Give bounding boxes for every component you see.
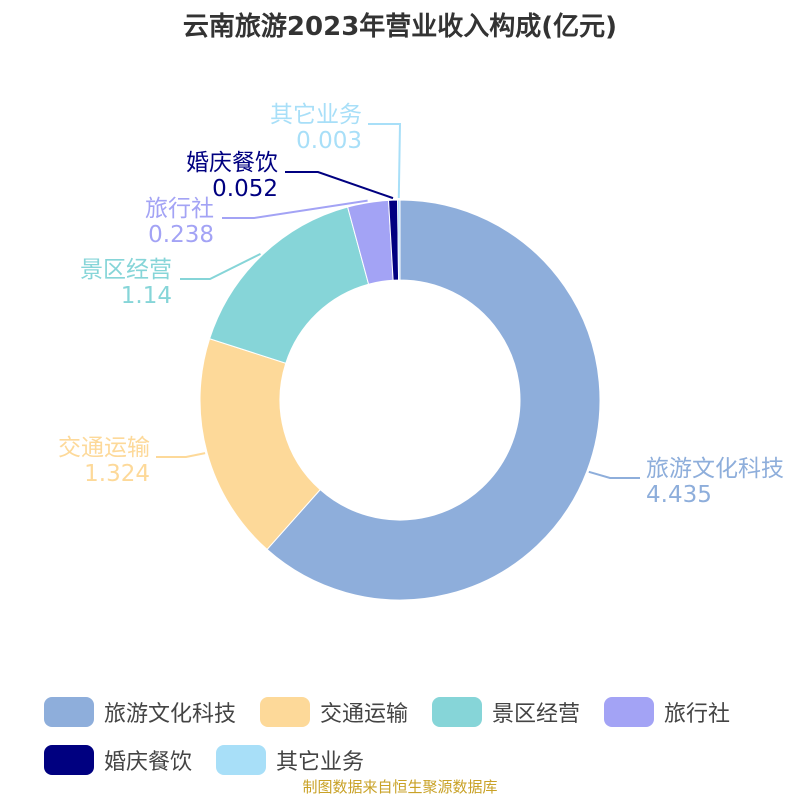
slice-label-value: 0.052 [212,176,278,202]
slice-3[interactable] [208,206,370,364]
legend-swatch [260,697,311,727]
source-note: 制图数据来自恒生聚源数据库 [302,778,498,796]
slice-label-name: 其它业务 [270,102,362,128]
leader-line-2 [156,452,206,458]
leader-line-5 [285,171,394,200]
slice-label-name: 旅游文化科技 [646,456,784,482]
legend-item[interactable]: 景区经营 [432,696,580,728]
legend-label: 其它业务 [276,750,365,775]
slice-label-value: 1.14 [121,283,172,309]
slice-label-value: 4.435 [646,482,712,508]
slice-label-name: 景区经营 [80,257,172,283]
legend-label: 旅行社 [664,702,731,727]
legend-swatch [216,745,267,775]
legend: 旅游文化科技 交通运输 景区经营 旅行社 婚庆餐饮 其它业务 [44,688,774,784]
slice-1[interactable] [266,199,601,601]
legend-label: 婚庆餐饮 [104,750,193,775]
leader-line-1 [588,470,640,479]
legend-item[interactable]: 旅游文化科技 [44,696,236,728]
slice-label-value: 0.003 [296,128,362,154]
legend-swatch [44,697,94,727]
slice-label-value: 0.238 [148,222,214,248]
leader-line-6 [368,123,402,199]
legend-swatch [432,697,483,727]
leader-line-3 [180,252,261,280]
slice-label-name: 婚庆餐饮 [186,150,278,176]
legend-label: 交通运输 [320,702,409,727]
slice-label-name: 旅行社 [145,196,214,222]
chart-title: 云南旅游2023年营业收入构成(亿元) [182,12,618,42]
legend-item[interactable]: 其它业务 [216,744,364,776]
legend-label: 景区经营 [492,702,581,727]
legend-swatch [44,745,94,775]
legend-row-2: 婚庆餐饮 其它业务 [44,736,774,784]
legend-item[interactable]: 交通运输 [260,696,408,728]
slice-label-name: 交通运输 [58,435,150,461]
legend-label: 旅游文化科技 [104,702,237,727]
legend-swatch [604,697,655,727]
legend-item[interactable]: 旅行社 [604,696,730,728]
legend-row-1: 旅游文化科技 交通运输 景区经营 旅行社 [44,688,774,736]
slice-6[interactable] [397,199,401,281]
leader-line-4 [222,199,368,219]
legend-item[interactable]: 婚庆餐饮 [44,744,192,776]
slice-label-value: 1.324 [84,461,150,487]
